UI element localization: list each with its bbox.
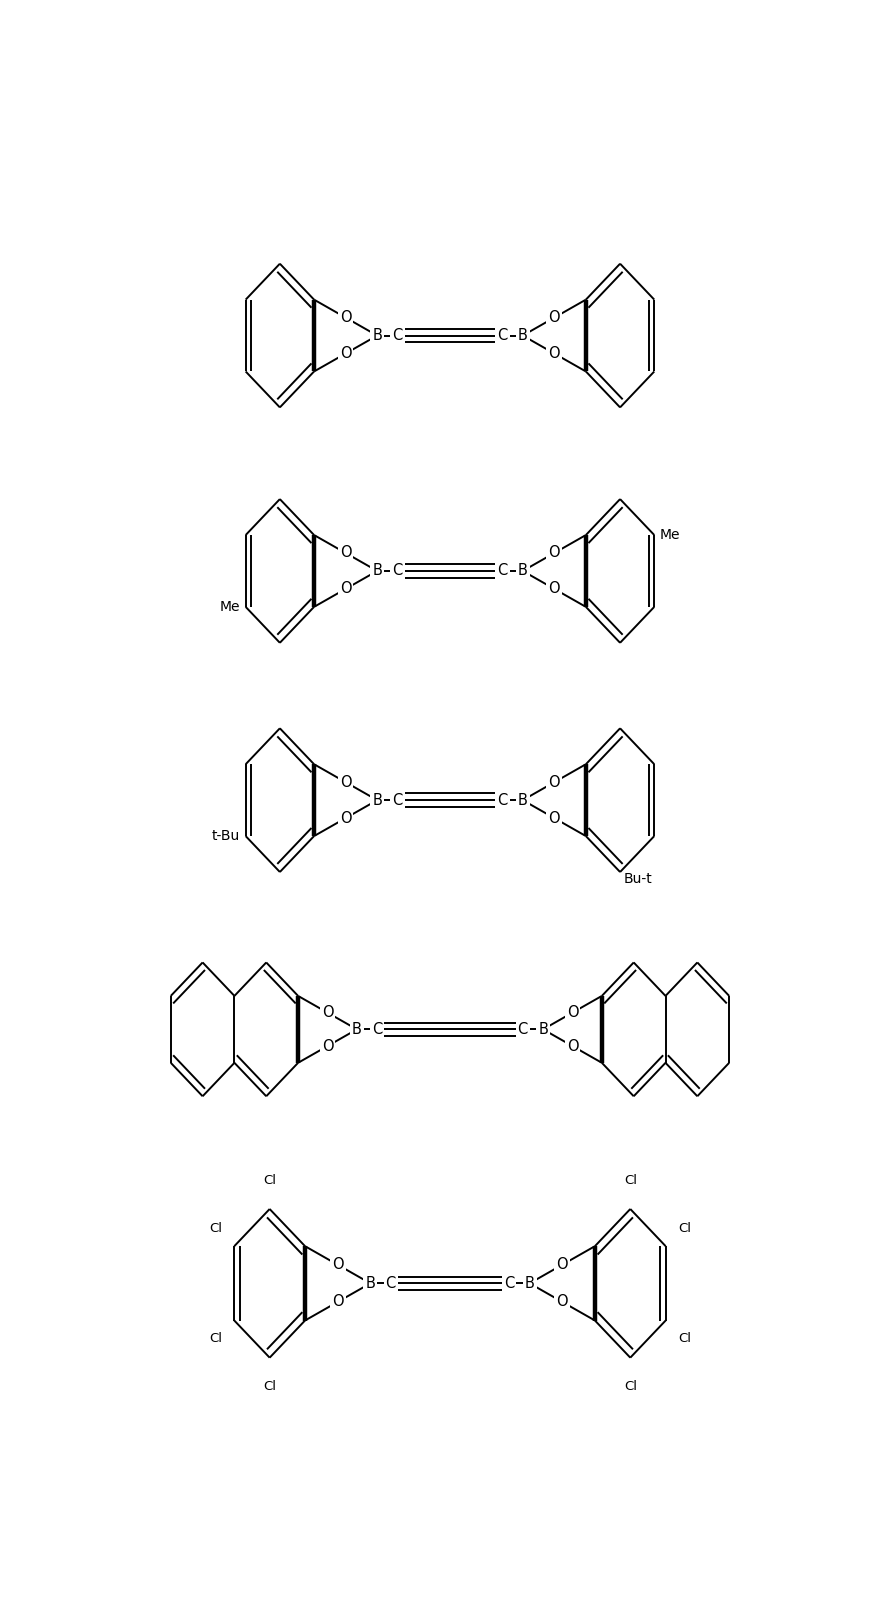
Text: Me: Me bbox=[219, 600, 240, 615]
Text: B: B bbox=[538, 1022, 547, 1036]
Text: C: C bbox=[496, 563, 507, 579]
Text: Cl: Cl bbox=[677, 1332, 690, 1345]
Text: O: O bbox=[339, 811, 351, 825]
Text: O: O bbox=[321, 1038, 333, 1054]
Text: B: B bbox=[372, 563, 381, 579]
Text: O: O bbox=[548, 346, 560, 360]
Text: B: B bbox=[372, 328, 381, 343]
Text: C: C bbox=[385, 1276, 396, 1290]
Text: O: O bbox=[339, 774, 351, 790]
Text: O: O bbox=[548, 311, 560, 325]
Text: O: O bbox=[556, 1257, 567, 1273]
Text: Cl: Cl bbox=[209, 1221, 222, 1236]
Text: B: B bbox=[365, 1276, 374, 1290]
Text: Cl: Cl bbox=[263, 1173, 276, 1187]
Text: B: B bbox=[352, 1022, 361, 1036]
Text: t-Bu: t-Bu bbox=[211, 829, 240, 843]
Text: O: O bbox=[332, 1294, 343, 1310]
Text: C: C bbox=[496, 328, 507, 343]
Text: O: O bbox=[566, 1006, 578, 1020]
Text: O: O bbox=[566, 1038, 578, 1054]
Text: O: O bbox=[548, 811, 560, 825]
Text: B: B bbox=[517, 793, 527, 808]
Text: B: B bbox=[517, 563, 527, 579]
Text: B: B bbox=[524, 1276, 534, 1290]
Text: O: O bbox=[332, 1257, 343, 1273]
Text: C: C bbox=[503, 1276, 514, 1290]
Text: C: C bbox=[372, 1022, 382, 1036]
Text: C: C bbox=[517, 1022, 527, 1036]
Text: O: O bbox=[556, 1294, 567, 1310]
Text: Cl: Cl bbox=[263, 1381, 276, 1393]
Text: O: O bbox=[548, 545, 560, 560]
Text: Cl: Cl bbox=[623, 1173, 636, 1187]
Text: Cl: Cl bbox=[209, 1332, 222, 1345]
Text: Cl: Cl bbox=[677, 1221, 690, 1236]
Text: O: O bbox=[339, 581, 351, 597]
Text: B: B bbox=[372, 793, 381, 808]
Text: Bu-t: Bu-t bbox=[623, 872, 652, 887]
Text: O: O bbox=[321, 1006, 333, 1020]
Text: O: O bbox=[339, 311, 351, 325]
Text: Me: Me bbox=[659, 528, 680, 542]
Text: O: O bbox=[548, 774, 560, 790]
Text: Cl: Cl bbox=[623, 1381, 636, 1393]
Text: O: O bbox=[548, 581, 560, 597]
Text: C: C bbox=[392, 328, 403, 343]
Text: C: C bbox=[392, 563, 403, 579]
Text: O: O bbox=[339, 545, 351, 560]
Text: O: O bbox=[339, 346, 351, 360]
Text: C: C bbox=[392, 793, 403, 808]
Text: B: B bbox=[517, 328, 527, 343]
Text: C: C bbox=[496, 793, 507, 808]
